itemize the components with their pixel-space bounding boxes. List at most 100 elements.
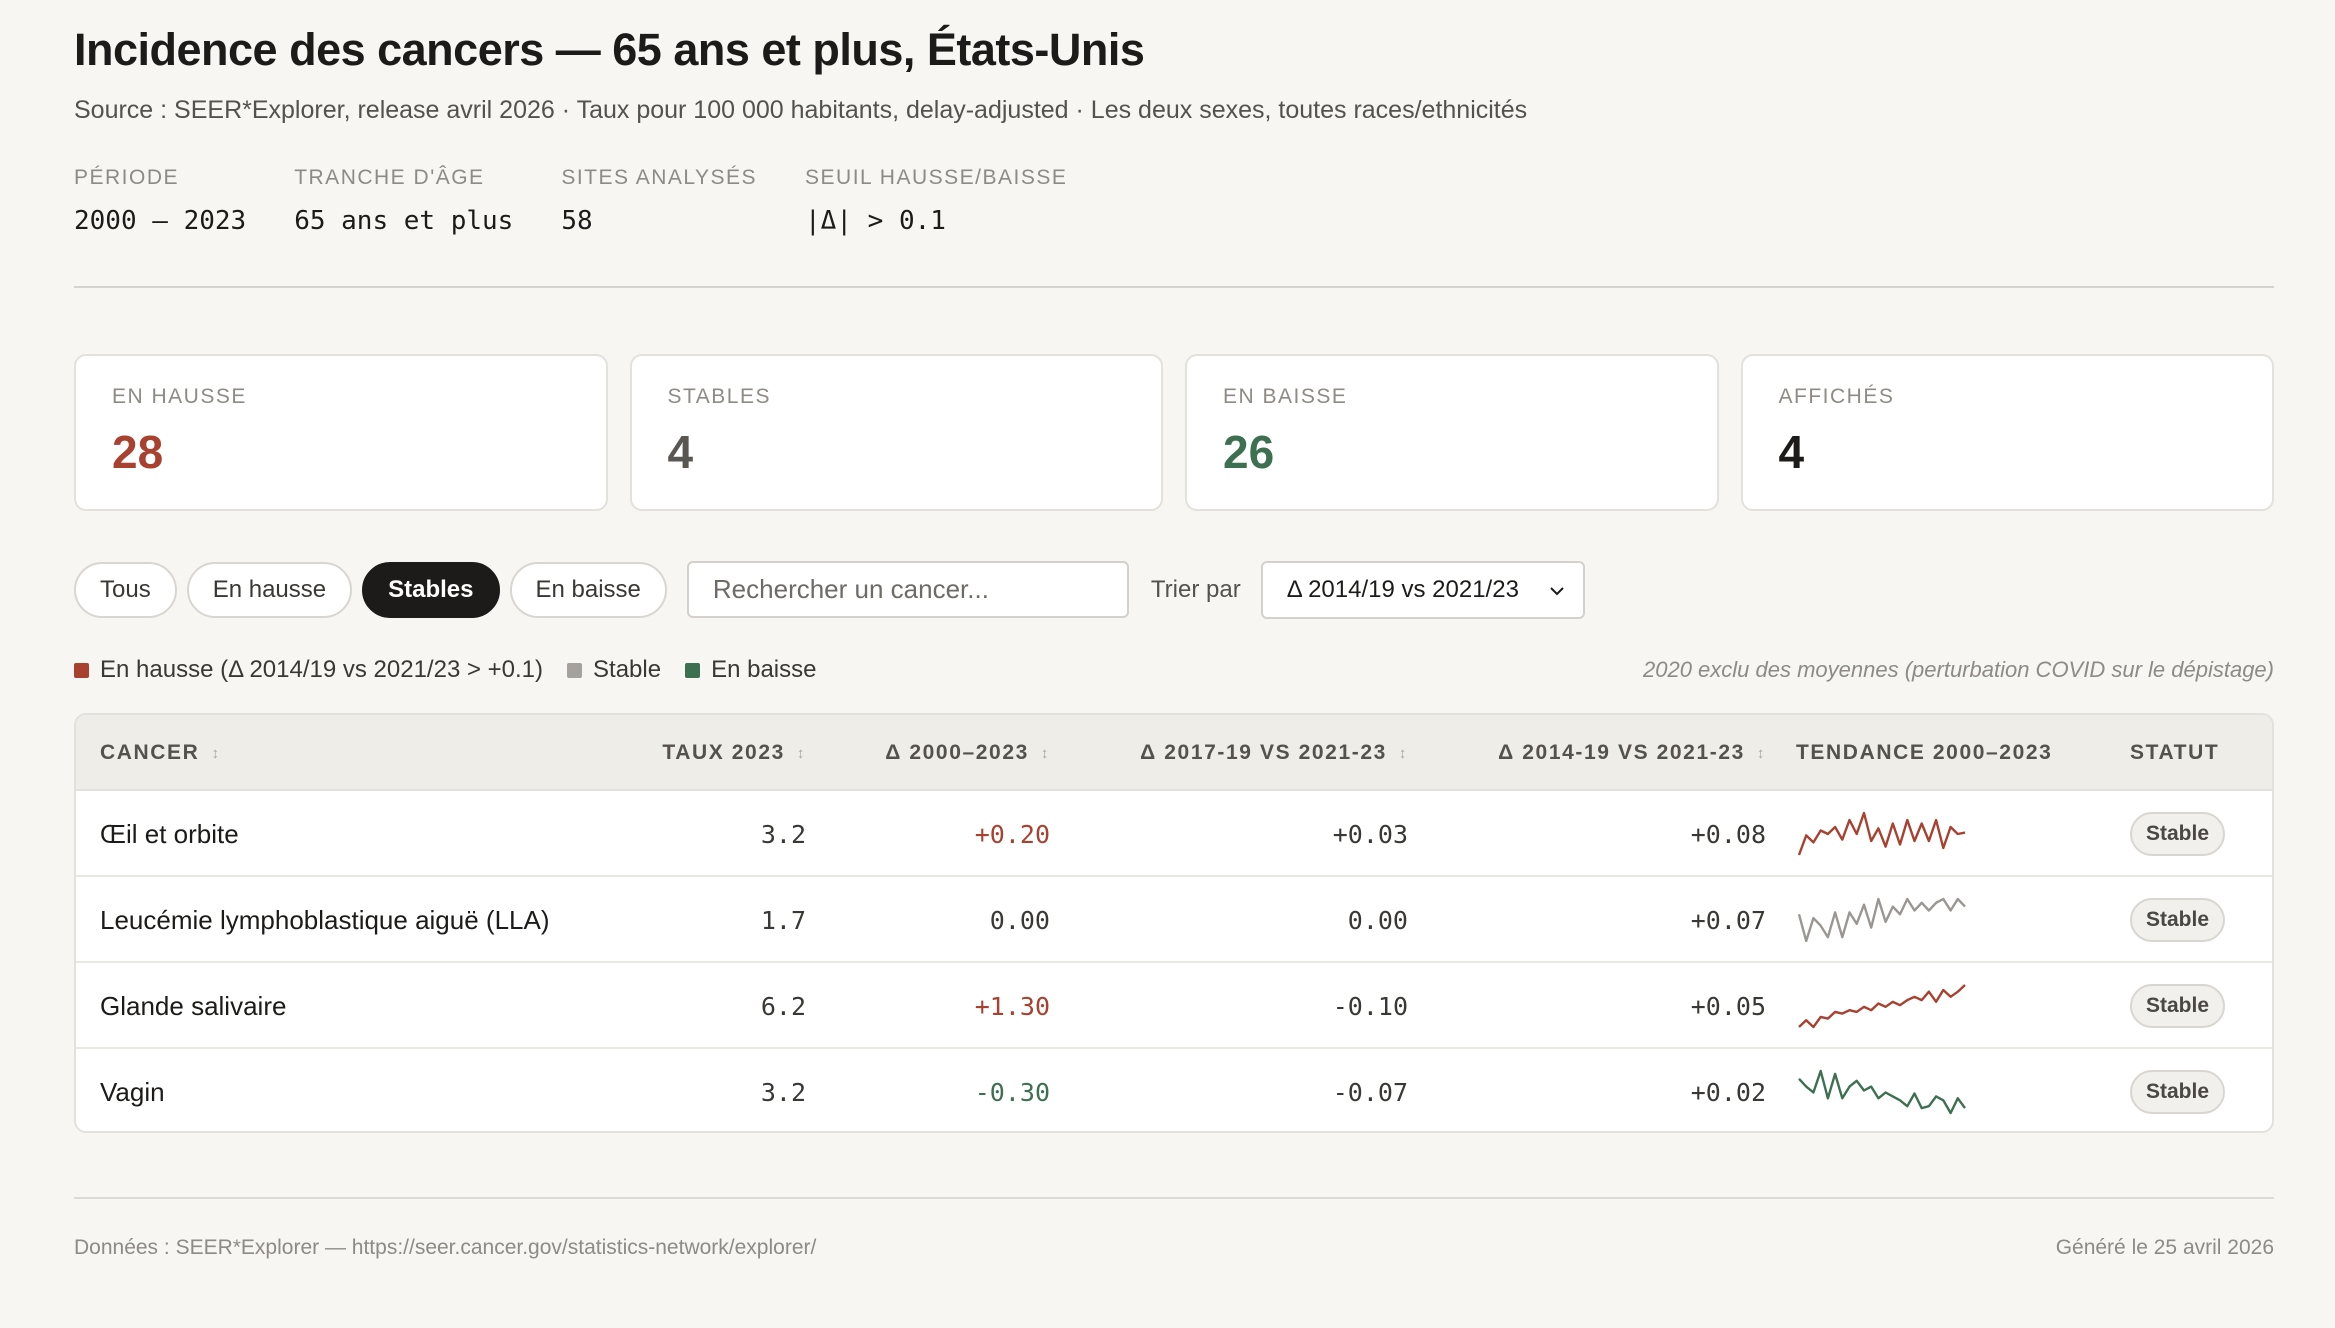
- status-badge: Stable: [2130, 812, 2226, 856]
- status-badge: Stable: [2130, 984, 2226, 1028]
- sparkline-line: [1797, 811, 1966, 856]
- legend-label-falling: En baisse: [711, 656, 817, 683]
- cell-d14: +0.02: [1690, 1077, 1766, 1107]
- table-row[interactable]: Leucémie lymphoblastique aiguë (LLA) 1.7…: [76, 877, 2272, 963]
- sparkline: [1797, 897, 1966, 943]
- status-badge: Stable: [2130, 898, 2226, 942]
- card-rising: EN HAUSSE 28: [74, 354, 608, 511]
- card-falling-label: EN BAISSE: [1223, 385, 1348, 408]
- legend-swatch-falling: [685, 662, 701, 678]
- column-header-d14[interactable]: Δ 2014-19 VS 2021-23 ↕: [1498, 715, 1766, 791]
- filter-stable-button[interactable]: Stables: [362, 561, 500, 618]
- card-stable-value: 4: [667, 426, 694, 478]
- meta-sites: SITES ANALYSÉS 58: [561, 166, 757, 236]
- meta-threshold-label: SEUIL HAUSSE/BAISSE: [805, 166, 1068, 189]
- card-shown-value: 4: [1778, 426, 1805, 478]
- meta-age: TRANCHE D'ÂGE 65 ans et plus: [294, 166, 513, 236]
- footer-generated: Généré le 25 avril 2026: [2055, 1236, 2274, 1259]
- table-header: CANCER ↕ TAUX 2023 ↕ Δ 2000–2023 ↕ Δ 201…: [76, 715, 2272, 791]
- sort-select[interactable]: Δ 2014/19 vs 2021/23: [1260, 560, 1585, 619]
- cell-taux: 1.7: [760, 905, 806, 935]
- column-header-taux[interactable]: TAUX 2023 ↕: [662, 715, 806, 791]
- meta-sites-value: 58: [561, 206, 593, 236]
- cell-taux: 6.2: [760, 991, 806, 1021]
- sparkline-line: [1798, 984, 1966, 1029]
- legend-note: 2020 exclu des moyennes (perturbation CO…: [1642, 657, 2274, 682]
- meta-age-label: TRANCHE D'ÂGE: [294, 166, 485, 189]
- sort-arrows-icon: ↕: [1398, 744, 1408, 762]
- cell-trend: [1796, 963, 1968, 1049]
- page-subtitle: Source : SEER*Explorer, release avril 20…: [74, 96, 1528, 124]
- column-header-d17-label: Δ 2017-19 VS 2021-23: [1140, 741, 1387, 764]
- cell-cancer-name: Œil et orbite: [100, 818, 239, 849]
- table-row[interactable]: Vagin 3.2 -0.30 -0.07 +0.02 Stable: [76, 1049, 2272, 1131]
- legend-item-rising: En hausse (Δ 2014/19 vs 2021/23 > +0.1): [74, 656, 543, 684]
- column-header-d14-label: Δ 2014-19 VS 2021-23: [1498, 741, 1745, 764]
- cell-delta: 0.00: [989, 905, 1050, 935]
- cell-d14: +0.07: [1690, 905, 1766, 935]
- footer-divider: [74, 1197, 2274, 1199]
- search-input[interactable]: [686, 561, 1129, 618]
- cell-trend: [1796, 1049, 1968, 1131]
- legend-swatch-rising: [74, 662, 89, 678]
- sort-label: Trier par: [1150, 575, 1241, 603]
- meta-sites-label: SITES ANALYSÉS: [561, 166, 758, 189]
- filter-controls: Tous En hausse Stables En baisse Trier p…: [74, 560, 1585, 619]
- cell-d17: +0.03: [1332, 819, 1408, 849]
- table-row[interactable]: Glande salivaire 6.2 +1.30 -0.10 +0.05 S…: [76, 963, 2272, 1049]
- cell-status: Stable: [2130, 963, 2226, 1049]
- legend-item-stable: Stable: [567, 656, 661, 684]
- sort-arrows-icon: ↕: [1756, 744, 1766, 762]
- cell-delta: +0.20: [974, 819, 1050, 849]
- cell-cancer-name: Vagin: [100, 1076, 165, 1107]
- page: Incidence des cancers — 65 ans et plus, …: [74, 0, 2274, 1328]
- header-divider: [74, 286, 2274, 288]
- legend-item-falling: En baisse: [685, 656, 816, 684]
- sparkline-line: [1798, 1069, 1966, 1115]
- meta-period-label: PÉRIODE: [74, 166, 180, 189]
- cell-status: Stable: [2130, 877, 2226, 963]
- cell-taux: 3.2: [760, 1077, 806, 1107]
- sparkline: [1798, 984, 1966, 1029]
- card-falling: EN BAISSE 26: [1185, 354, 1719, 511]
- sparkline: [1798, 1069, 1966, 1115]
- filter-falling-button[interactable]: En baisse: [509, 561, 667, 618]
- chevron-down-icon: [1549, 586, 1564, 595]
- sort-arrows-icon: ↕: [1040, 744, 1050, 762]
- summary-cards: EN HAUSSE 28 STABLES 4 EN BAISSE 26 AFFI…: [74, 354, 2274, 511]
- cell-trend: [1796, 877, 1968, 963]
- column-header-trend: TENDANCE 2000–2023: [1796, 741, 2053, 764]
- cell-delta: -0.30: [974, 1077, 1050, 1107]
- card-rising-label: EN HAUSSE: [112, 385, 247, 408]
- legend-swatch-stable: [567, 662, 583, 678]
- cell-status: Stable: [2130, 791, 2226, 877]
- column-header-taux-label: TAUX 2023: [662, 741, 785, 764]
- sparkline-line: [1797, 897, 1966, 943]
- cell-cancer-name: Glande salivaire: [100, 990, 287, 1021]
- cell-d14: +0.08: [1690, 819, 1766, 849]
- card-stable: STABLES 4: [629, 354, 1163, 511]
- column-header-delta-label: Δ 2000–2023: [885, 741, 1029, 764]
- cell-d17: -0.10: [1332, 991, 1408, 1021]
- card-falling-value: 26: [1223, 426, 1275, 478]
- cell-taux: 3.2: [760, 819, 806, 849]
- column-header-cancer[interactable]: CANCER ↕: [100, 715, 221, 791]
- cell-cancer-name: Leucémie lymphoblastique aiguë (LLA): [100, 904, 550, 935]
- legend-label-stable: Stable: [593, 656, 662, 683]
- legend-label-rising: En hausse (Δ 2014/19 vs 2021/23 > +0.1): [100, 656, 544, 683]
- column-header-delta[interactable]: Δ 2000–2023 ↕: [885, 715, 1050, 791]
- cell-d17: 0.00: [1347, 905, 1408, 935]
- meta-threshold-value: |Δ| > 0.1: [805, 206, 946, 236]
- column-header-status: STATUT: [2130, 741, 2220, 764]
- card-stable-label: STABLES: [667, 385, 771, 408]
- column-header-d17[interactable]: Δ 2017-19 VS 2021-23 ↕: [1140, 715, 1408, 791]
- column-header-cancer-label: CANCER: [100, 741, 200, 764]
- cell-status: Stable: [2130, 1049, 2226, 1131]
- card-shown-label: AFFICHÉS: [1778, 385, 1895, 408]
- sort-arrows-icon: ↕: [211, 744, 221, 762]
- page-title: Incidence des cancers — 65 ans et plus, …: [74, 24, 1145, 75]
- filter-rising-button[interactable]: En hausse: [186, 561, 353, 618]
- status-badge: Stable: [2130, 1070, 2226, 1114]
- filter-all-button[interactable]: Tous: [74, 561, 177, 618]
- table-row[interactable]: Œil et orbite 3.2 +0.20 +0.03 +0.08 Stab…: [76, 791, 2272, 877]
